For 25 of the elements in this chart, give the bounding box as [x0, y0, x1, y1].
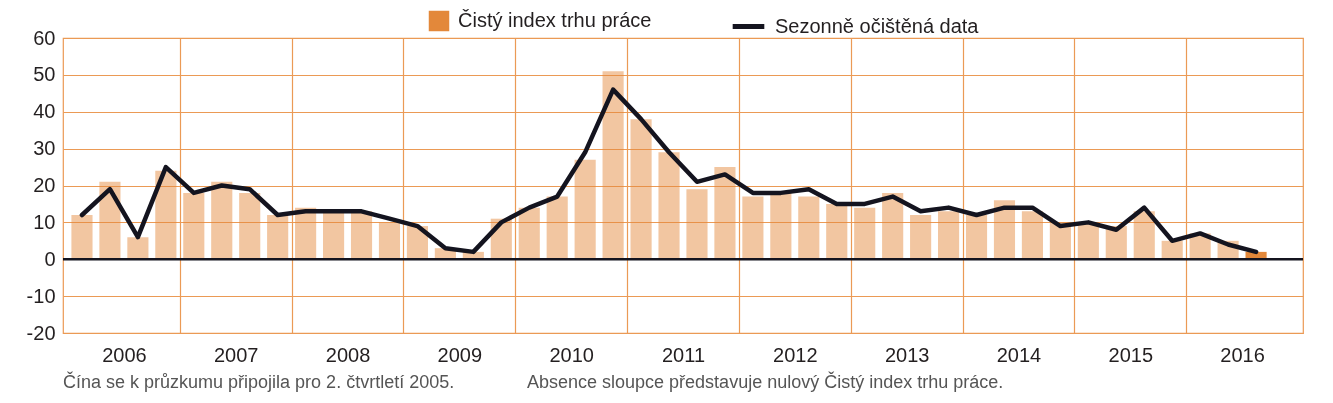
y-tick-label: -10 — [26, 284, 56, 307]
y-tick-label: 50 — [33, 63, 56, 86]
y-tick-label: -20 — [26, 321, 56, 344]
x-tick-label: 2013 — [884, 343, 930, 366]
x-tick-label: 2016 — [1220, 343, 1265, 366]
x-tick-label: 2014 — [996, 343, 1042, 366]
y-tick-label: 60 — [33, 26, 56, 49]
x-tick-label: 2011 — [661, 343, 706, 366]
y-tick-label: 10 — [33, 210, 56, 233]
text: Čína se k průzkumu připojila pro 2. čtvrtletí 2005. — [63, 371, 455, 392]
y-tick-label: 0 — [44, 247, 56, 270]
legend-label: Sezonně očištěná data — [775, 14, 980, 37]
line-series — [79, 87, 1259, 255]
x-tick-label: 2015 — [1108, 343, 1154, 366]
x-tick-label: 2006 — [102, 343, 147, 366]
x-tick-label: 2007 — [213, 343, 259, 366]
x-tick-label: 2009 — [437, 343, 483, 366]
x-tick-label: 2012 — [773, 343, 818, 366]
x-tick-label: 2010 — [549, 343, 594, 366]
y-tick-label: 20 — [33, 174, 56, 196]
text: Absence sloupce představuje nulový Čistý index trhu práce. — [527, 371, 1004, 392]
legend-label: Čistý index trhu práce — [458, 9, 652, 31]
y-tick-label: 40 — [33, 100, 56, 123]
x-tick-label: 2008 — [325, 343, 371, 366]
y-tick-label: 30 — [33, 137, 56, 160]
